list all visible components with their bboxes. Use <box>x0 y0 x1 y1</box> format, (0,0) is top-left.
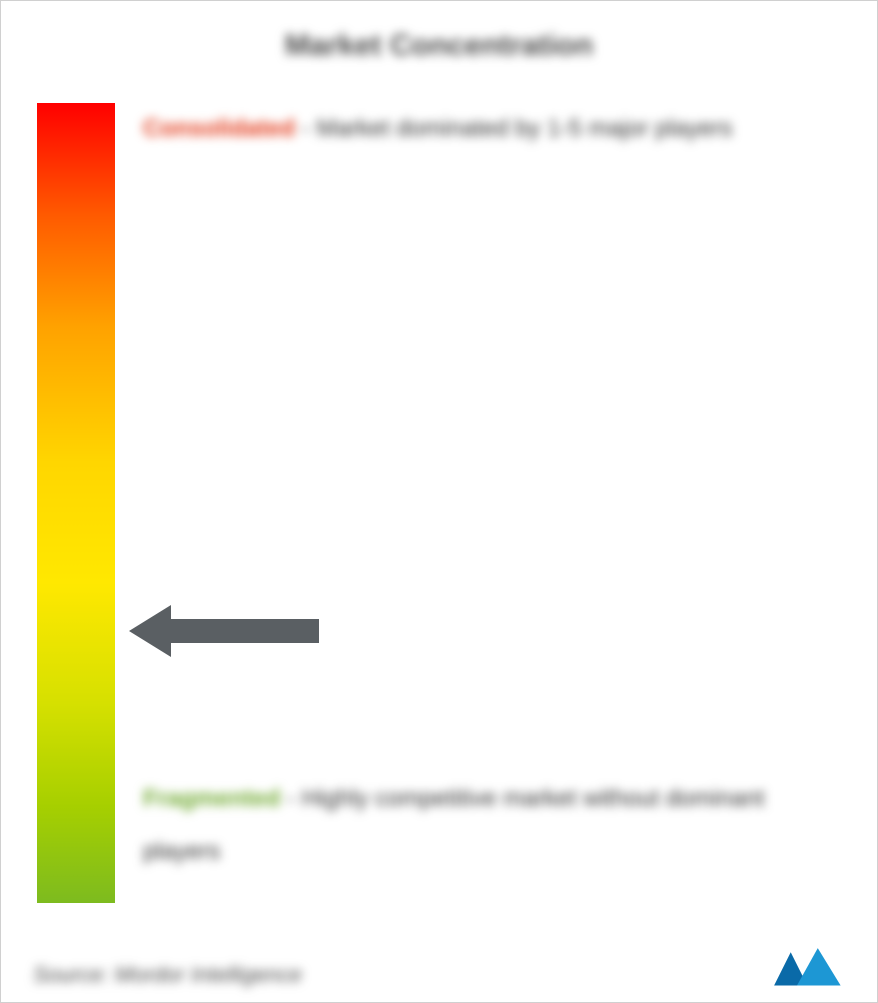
page-title: Market Concentration <box>33 29 845 63</box>
fragmented-description: Fragmented - Highly competitive market w… <box>143 773 825 879</box>
text-column: Consolidated - Market dominated by 1-5 m… <box>143 103 845 903</box>
infographic-card: Market Concentration Consolidated - Mark… <box>0 0 878 1003</box>
consolidated-text: - Market dominated by 1-5 major players <box>295 115 733 142</box>
concentration-gradient-bar <box>37 103 115 903</box>
source-attribution: Source: Mordor Intelligence <box>33 962 302 988</box>
arrow-icon <box>129 605 319 657</box>
fragmented-label: Fragmented <box>143 785 280 812</box>
position-indicator-arrow <box>129 605 319 662</box>
logo-icon <box>772 946 845 988</box>
footer: Source: Mordor Intelligence <box>33 946 845 988</box>
consolidated-label: Consolidated <box>143 115 295 142</box>
brand-logo <box>772 946 845 988</box>
content-row: Consolidated - Market dominated by 1-5 m… <box>33 103 845 903</box>
consolidated-description: Consolidated - Market dominated by 1-5 m… <box>143 103 825 156</box>
